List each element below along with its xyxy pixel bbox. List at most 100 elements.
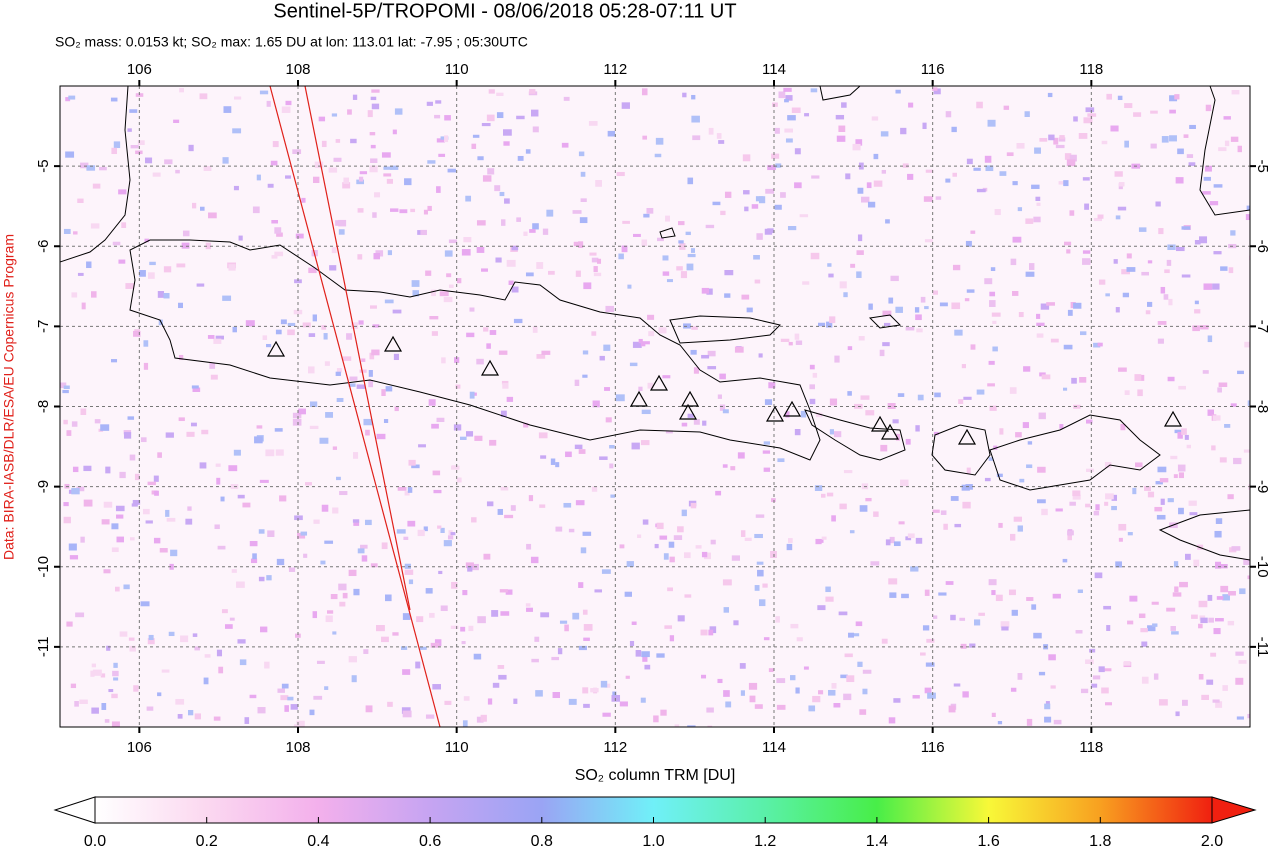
- x-tick-label: 110: [445, 739, 469, 756]
- so2-pixel: [1058, 137, 1066, 142]
- so2-pixel: [502, 129, 512, 136]
- so2-pixel: [256, 425, 263, 429]
- so2-pixel: [684, 594, 692, 598]
- so2-pixel: [215, 335, 224, 340]
- so2-pixel: [481, 122, 491, 127]
- so2-pixel: [321, 504, 329, 512]
- so2-pixel: [1085, 107, 1095, 113]
- so2-pixel: [228, 264, 236, 271]
- so2-pixel: [1129, 595, 1138, 602]
- so2-pixel: [469, 391, 475, 399]
- so2-pixel: [1212, 415, 1221, 421]
- so2-pixel: [1215, 618, 1224, 622]
- so2-pixel: [325, 412, 334, 418]
- so2-pixel: [800, 410, 807, 418]
- so2-pixel: [829, 316, 836, 324]
- so2-pixel: [744, 537, 752, 542]
- so2-pixel: [1155, 481, 1163, 485]
- so2-pixel: [115, 586, 120, 592]
- so2-pixel: [599, 456, 608, 460]
- so2-pixel: [599, 355, 605, 361]
- so2-pixel: [812, 372, 818, 378]
- so2-pixel: [717, 394, 722, 399]
- so2-pixel: [86, 261, 92, 269]
- so2-pixel: [532, 126, 539, 133]
- so2-pixel: [701, 674, 707, 679]
- so2-pixel: [828, 689, 836, 696]
- so2-pixel: [327, 610, 334, 614]
- so2-pixel: [788, 341, 793, 346]
- so2-pixel: [799, 214, 809, 218]
- so2-pixel: [572, 612, 580, 620]
- so2-pixel: [810, 252, 820, 260]
- so2-pixel: [1218, 382, 1228, 387]
- so2-pixel: [1174, 429, 1182, 434]
- so2-pixel: [254, 436, 263, 444]
- so2-pixel: [1072, 494, 1081, 500]
- so2-pixel: [423, 526, 428, 532]
- so2-pixel: [588, 121, 598, 126]
- so2-pixel: [331, 247, 337, 254]
- so2-pixel: [214, 524, 220, 530]
- so2-pixel: [695, 545, 702, 549]
- so2-pixel: [312, 314, 318, 322]
- so2-pixel: [1227, 494, 1234, 500]
- so2-pixel: [719, 404, 726, 411]
- so2-pixel: [1052, 593, 1061, 599]
- so2-pixel: [717, 678, 723, 684]
- so2-pixel: [483, 553, 491, 560]
- so2-pixel: [203, 166, 212, 171]
- so2-pixel: [834, 355, 840, 363]
- so2-pixel: [790, 623, 799, 629]
- so2-pixel: [347, 109, 352, 115]
- so2-pixel: [791, 107, 801, 114]
- so2-pixel: [1045, 701, 1050, 705]
- so2-pixel: [1017, 673, 1023, 680]
- so2-pixel: [612, 691, 617, 696]
- so2-pixel: [932, 509, 940, 513]
- so2-pixel: [970, 230, 976, 234]
- so2-pixel: [1230, 136, 1239, 142]
- so2-pixel: [989, 291, 996, 297]
- so2-pixel: [958, 399, 964, 404]
- so2-pixel: [605, 305, 614, 313]
- so2-pixel: [224, 624, 233, 629]
- so2-pixel: [1247, 713, 1250, 719]
- so2-pixel: [394, 406, 399, 412]
- so2-pixel: [708, 127, 714, 135]
- so2-pixel: [833, 431, 842, 438]
- so2-pixel: [1189, 124, 1196, 129]
- so2-pixel: [222, 295, 232, 301]
- so2-pixel: [328, 167, 338, 173]
- so2-pixel: [125, 283, 135, 289]
- so2-pixel: [348, 569, 357, 577]
- so2-pixel: [1166, 607, 1176, 612]
- so2-pixel: [451, 581, 458, 589]
- so2-pixel: [561, 142, 569, 148]
- so2-pixel: [1219, 457, 1227, 463]
- so2-pixel: [468, 625, 474, 632]
- so2-pixel: [407, 520, 416, 527]
- so2-pixel: [1118, 523, 1127, 531]
- so2-pixel: [662, 375, 671, 379]
- so2-pixel: [153, 537, 161, 544]
- so2-pixel: [1158, 228, 1164, 235]
- so2-pixel: [943, 523, 948, 530]
- so2-pixel: [365, 429, 370, 436]
- so2-pixel: [237, 494, 245, 499]
- so2-pixel: [1017, 207, 1023, 212]
- so2-pixel: [1113, 259, 1118, 264]
- so2-pixel: [90, 670, 95, 677]
- so2-pixel: [127, 128, 132, 132]
- so2-pixel: [1048, 654, 1056, 661]
- so2-pixel: [707, 350, 716, 357]
- so2-pixel: [274, 428, 283, 432]
- so2-pixel: [339, 601, 346, 607]
- so2-pixel: [1059, 135, 1065, 140]
- colorbar-tick-label: 2.0: [1201, 833, 1223, 850]
- so2-pixel: [80, 536, 85, 543]
- so2-pixel: [764, 399, 773, 405]
- so2-pixel: [920, 296, 926, 303]
- so2-pixel: [771, 498, 776, 503]
- so2-pixel: [657, 237, 664, 242]
